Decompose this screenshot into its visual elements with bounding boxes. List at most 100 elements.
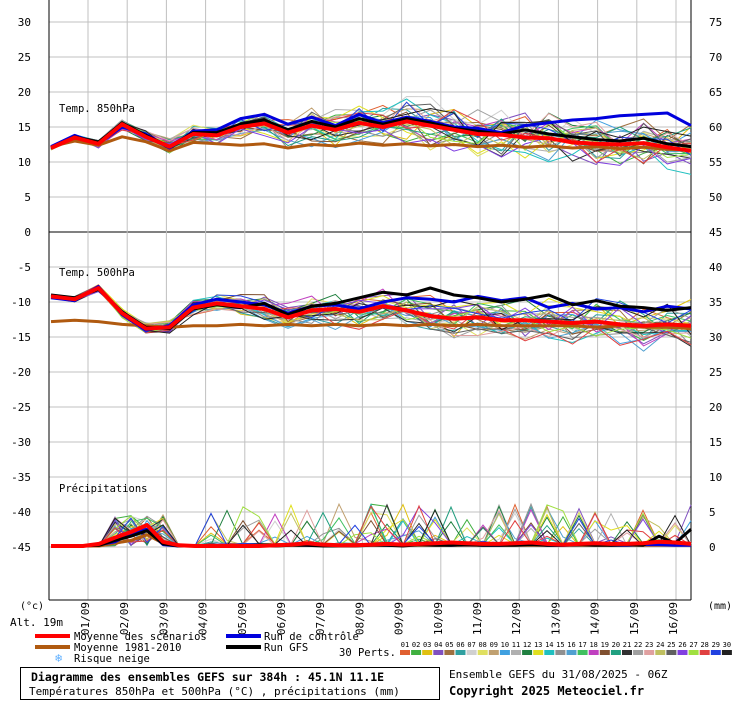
pert-color-swatch — [499, 650, 510, 655]
pert-color-swatch — [433, 650, 444, 655]
left-tick-label: 5 — [24, 191, 31, 204]
pert-number: 30 — [723, 641, 731, 649]
left-tick-label: -15 — [11, 331, 31, 344]
x-tick-label: 12/09 — [510, 602, 523, 635]
x-tick-label: 03/09 — [157, 602, 170, 635]
pert-color-swatch — [710, 650, 721, 655]
pert-number: 20 — [612, 641, 620, 649]
pert-color-swatch — [522, 650, 533, 655]
pert-color-swatch — [422, 650, 433, 655]
pert-number: 17 — [578, 641, 586, 649]
pert-color-swatch — [555, 650, 566, 655]
left-tick-label: -10 — [11, 296, 31, 309]
pert-number: 29 — [712, 641, 720, 649]
right-tick-label: 30 — [709, 331, 722, 344]
legend-label: Run GFS — [264, 642, 308, 654]
left-tick-label: 30 — [18, 16, 31, 29]
pert-color-swatch — [644, 650, 655, 655]
right-tick-label: 5 — [709, 506, 716, 519]
left-tick-label: 0 — [24, 226, 31, 239]
pert-number: 14 — [545, 641, 553, 649]
perts-label: 30 Perts. — [339, 647, 396, 659]
left-tick-label: -45 — [11, 541, 31, 554]
pert-number: 09 — [490, 641, 498, 649]
pert-number: 18 — [589, 641, 597, 649]
pert-color-swatch — [633, 650, 644, 655]
pert-number: 23 — [645, 641, 653, 649]
panel-title: Temp. 500hPa — [59, 267, 135, 279]
pert-color-swatch — [411, 650, 422, 655]
pert-number: 13 — [534, 641, 542, 649]
right-tick-label: 35 — [709, 296, 722, 309]
pert-number: 24 — [656, 641, 664, 649]
pert-color-swatch — [721, 650, 732, 655]
left-tick-label: -5 — [18, 261, 31, 274]
x-tick-label: 10/09 — [432, 602, 445, 635]
right-tick-label: 25 — [709, 366, 722, 379]
x-tick-label: 04/09 — [197, 602, 210, 635]
pert-color-swatch — [466, 650, 477, 655]
left-tick-label: -25 — [11, 401, 31, 414]
snow-label: Risque neige — [74, 653, 150, 665]
series-line — [50, 119, 692, 153]
right-unit-label: (mm) — [708, 601, 732, 612]
legend-label: Run de contrôle — [264, 631, 359, 643]
pert-number: 27 — [689, 641, 697, 649]
right-tick-label: 15 — [709, 436, 722, 449]
copyright: Copyright 2025 Meteociel.fr — [449, 684, 645, 698]
right-tick-label: 65 — [709, 86, 722, 99]
pert-number: 07 — [467, 641, 475, 649]
x-tick-label: 16/09 — [667, 602, 680, 635]
right-tick-label: 45 — [709, 226, 722, 239]
left-tick-label: 10 — [18, 156, 31, 169]
panel-title: Temp. 850hPa — [59, 103, 135, 115]
left-unit-label: (°c) — [20, 601, 44, 612]
right-tick-label: 75 — [709, 16, 722, 29]
pert-number: 08 — [478, 641, 486, 649]
left-tick-label: 20 — [18, 86, 31, 99]
series-line — [50, 135, 692, 153]
pert-color-swatch — [622, 650, 632, 655]
x-tick-label: 06/09 — [275, 602, 288, 635]
pert-number: 02 — [412, 641, 420, 649]
left-tick-label: -35 — [11, 471, 31, 484]
pert-color-swatch — [488, 650, 499, 655]
x-tick-label: 08/09 — [353, 602, 366, 635]
left-tick-label: 15 — [18, 121, 31, 134]
right-tick-label: 0 — [709, 541, 716, 554]
pert-color-swatch — [699, 650, 710, 655]
right-tick-label: 55 — [709, 156, 722, 169]
pert-color-swatch — [588, 650, 599, 655]
pert-color-swatch — [688, 650, 699, 655]
series-line — [51, 523, 692, 548]
left-tick-label: -20 — [11, 366, 31, 379]
x-tick-label: 15/09 — [628, 602, 641, 635]
x-tick-label: 11/09 — [471, 602, 484, 635]
footer-title: Diagramme des ensembles GEFS sur 384h : … — [31, 670, 385, 684]
pert-number: 28 — [700, 641, 708, 649]
pert-number: 01 — [401, 641, 409, 649]
left-tick-label: -30 — [11, 436, 31, 449]
pert-color-swatch — [533, 650, 544, 655]
pert-number: 03 — [423, 641, 431, 649]
pert-color-swatch — [455, 650, 466, 655]
pert-color-swatch — [511, 650, 521, 655]
x-tick-label: 05/09 — [236, 602, 249, 635]
pert-number: 05 — [445, 641, 453, 649]
precip-member-line — [51, 511, 692, 547]
pert-color-swatch — [477, 650, 488, 655]
pert-number: 21 — [623, 641, 631, 649]
pert-color-swatch — [666, 650, 677, 655]
pert-number: 10 — [501, 641, 509, 649]
pert-color-swatch — [566, 650, 577, 655]
snowflake-icon: ❄ — [55, 651, 62, 665]
pert-number: 19 — [601, 641, 609, 649]
right-tick-label: 60 — [709, 121, 722, 134]
pert-number: 25 — [667, 641, 675, 649]
pert-number: 12 — [523, 641, 531, 649]
run-info: Ensemble GEFS du 31/08/2025 - 06Z — [449, 668, 668, 681]
legend-label: Moyenne des scénarios — [74, 631, 207, 643]
pert-number: 06 — [456, 641, 464, 649]
